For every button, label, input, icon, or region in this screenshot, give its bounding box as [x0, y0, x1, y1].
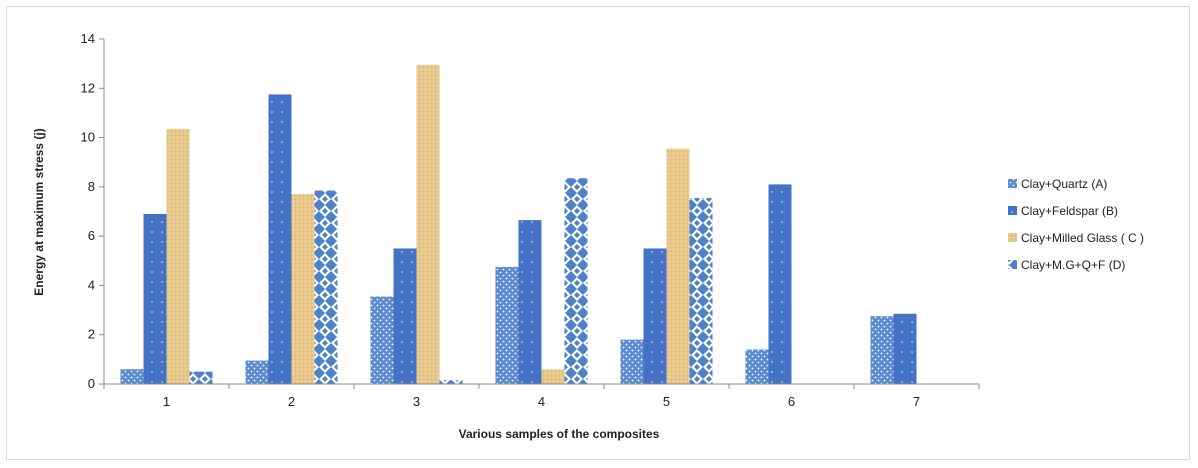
legend-label-2: Clay+Feldspar (B) — [1021, 204, 1118, 218]
y-axis-title: Energy at maximum stress (j) — [32, 128, 46, 295]
x-tick-label: 1 — [163, 394, 170, 409]
bar-s2-c6 — [768, 184, 792, 384]
bar-s3-c3 — [416, 64, 440, 384]
y-tick-label: 0 — [88, 376, 95, 391]
legend-swatch-4 — [1008, 260, 1017, 269]
legend-label-3: Clay+Milled Glass ( C ) — [1021, 231, 1144, 245]
bar-s3-c1 — [166, 128, 190, 384]
bar-s4-c5 — [689, 197, 713, 384]
y-tick-label: 10 — [81, 130, 95, 145]
plot-area — [120, 64, 917, 385]
bar-s1-c2 — [245, 360, 269, 384]
y-tick-label: 14 — [81, 31, 95, 46]
legend-swatch-1 — [1008, 179, 1017, 188]
legend-swatch-3 — [1008, 233, 1017, 242]
x-axis-title: Various samples of the composites — [459, 427, 660, 441]
bar-s1-c3 — [370, 296, 394, 384]
x-tick-label: 4 — [538, 394, 545, 409]
bar-s3-c4 — [541, 369, 565, 384]
y-tick-label: 2 — [88, 327, 95, 342]
legend-label-1: Clay+Quartz (A) — [1021, 177, 1107, 191]
bar-s2-c2 — [268, 94, 292, 385]
bar-s1-c7 — [870, 316, 894, 384]
bar-s1-c4 — [495, 266, 519, 384]
y-axis: 0 2 4 6 8 10 12 14 — [81, 31, 105, 391]
bar-s1-c1 — [120, 369, 144, 384]
bar-s4-c4 — [564, 178, 588, 384]
x-tick-label: 6 — [788, 394, 795, 409]
bar-s4-c1 — [189, 371, 213, 384]
bar-s2-c4 — [518, 220, 542, 384]
bar-s2-c3 — [393, 248, 417, 384]
x-tick-label: 7 — [913, 394, 920, 409]
y-tick-label: 6 — [88, 228, 95, 243]
bar-s3-c5 — [666, 148, 690, 384]
bar-s1-c6 — [745, 349, 769, 384]
legend: Clay+Quartz (A) Clay+Feldspar (B) Clay+Mil… — [1008, 177, 1144, 272]
legend-swatch-2 — [1008, 206, 1017, 215]
bar-s4-c3 — [439, 380, 463, 384]
x-tick-label: 2 — [288, 394, 295, 409]
legend-label-4: Clay+M.G+Q+F (D) — [1021, 258, 1125, 272]
y-tick-label: 12 — [81, 80, 95, 95]
bar-s2-c1 — [143, 213, 167, 384]
bar-s3-c2 — [291, 194, 315, 384]
x-axis: 1 2 3 4 5 6 7 — [103, 383, 980, 409]
bar-s2-c5 — [643, 248, 667, 384]
bar-s4-c2 — [314, 190, 338, 384]
x-tick-label: 5 — [663, 394, 670, 409]
y-tick-label: 8 — [88, 179, 95, 194]
bar-s2-c7 — [893, 313, 917, 384]
y-tick-label: 4 — [88, 277, 95, 292]
bar-s1-c5 — [620, 339, 644, 384]
x-tick-label: 3 — [413, 394, 420, 409]
